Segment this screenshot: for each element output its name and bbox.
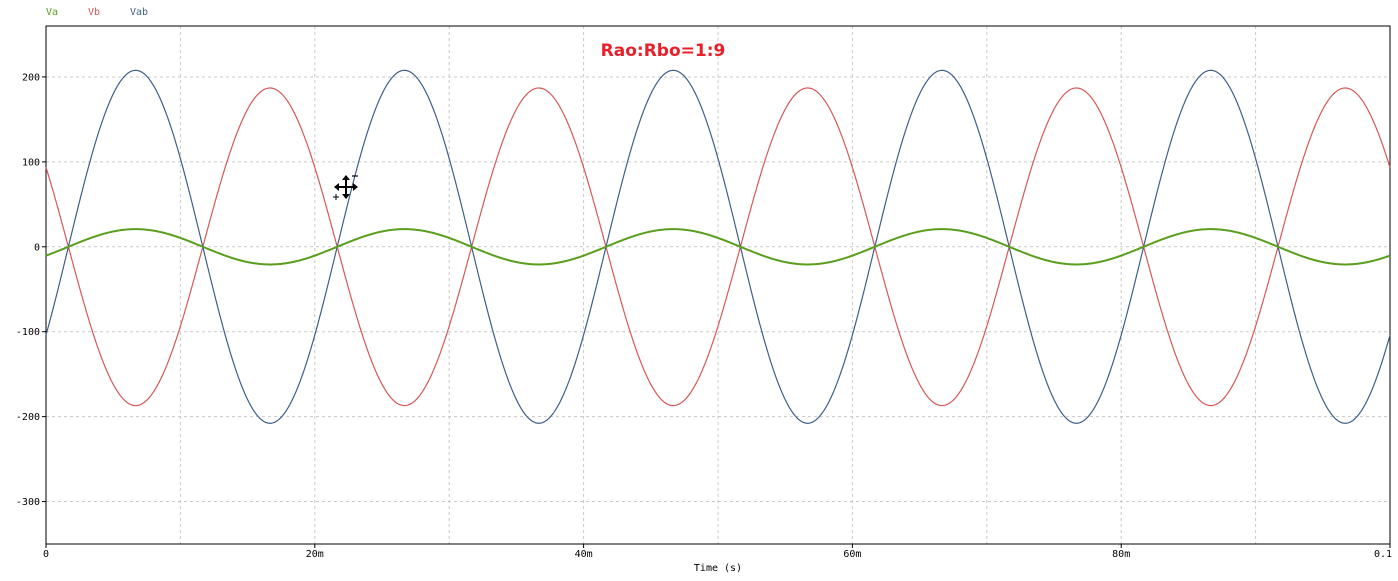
y-tick-label: 100 [22, 157, 40, 168]
x-tick-label: 80m [1112, 549, 1130, 560]
plot-area[interactable] [45, 25, 1391, 545]
series-line-vab [45, 69, 1391, 424]
legend-entry-va[interactable]: Va [46, 7, 58, 18]
x-axis: 0 20m 40m 60m 80m 0.1 [43, 544, 1392, 560]
y-tick-label: -200 [16, 412, 40, 423]
move-cursor-icon [333, 175, 358, 200]
annotation: Rao:Rbo=1:9 [601, 41, 726, 61]
x-axis-label: Time (s) [694, 563, 742, 574]
legend-entry-vab[interactable]: Vab [130, 7, 148, 18]
y-tick-label: 0 [34, 242, 40, 253]
x-tick-label: 20m [306, 549, 324, 560]
y-tick-label: 200 [22, 72, 40, 83]
series-layer [45, 69, 1391, 424]
x-tick-label: 60m [843, 549, 861, 560]
grid [46, 26, 1390, 544]
y-tick-label: -100 [16, 327, 40, 338]
y-axis: 200 100 0 -100 -200 -300 [16, 72, 46, 508]
series-line-vb [45, 87, 1391, 407]
y-tick-label: -300 [16, 497, 40, 508]
x-tick-label: 0.1 [1374, 549, 1392, 560]
x-tick-label: 40m [575, 549, 593, 560]
series-line-va [45, 228, 1391, 266]
legend-entry-vb[interactable]: Vb [88, 7, 100, 18]
x-tick-label: 0 [43, 549, 49, 560]
legend: Va Vb Vab [46, 7, 148, 18]
